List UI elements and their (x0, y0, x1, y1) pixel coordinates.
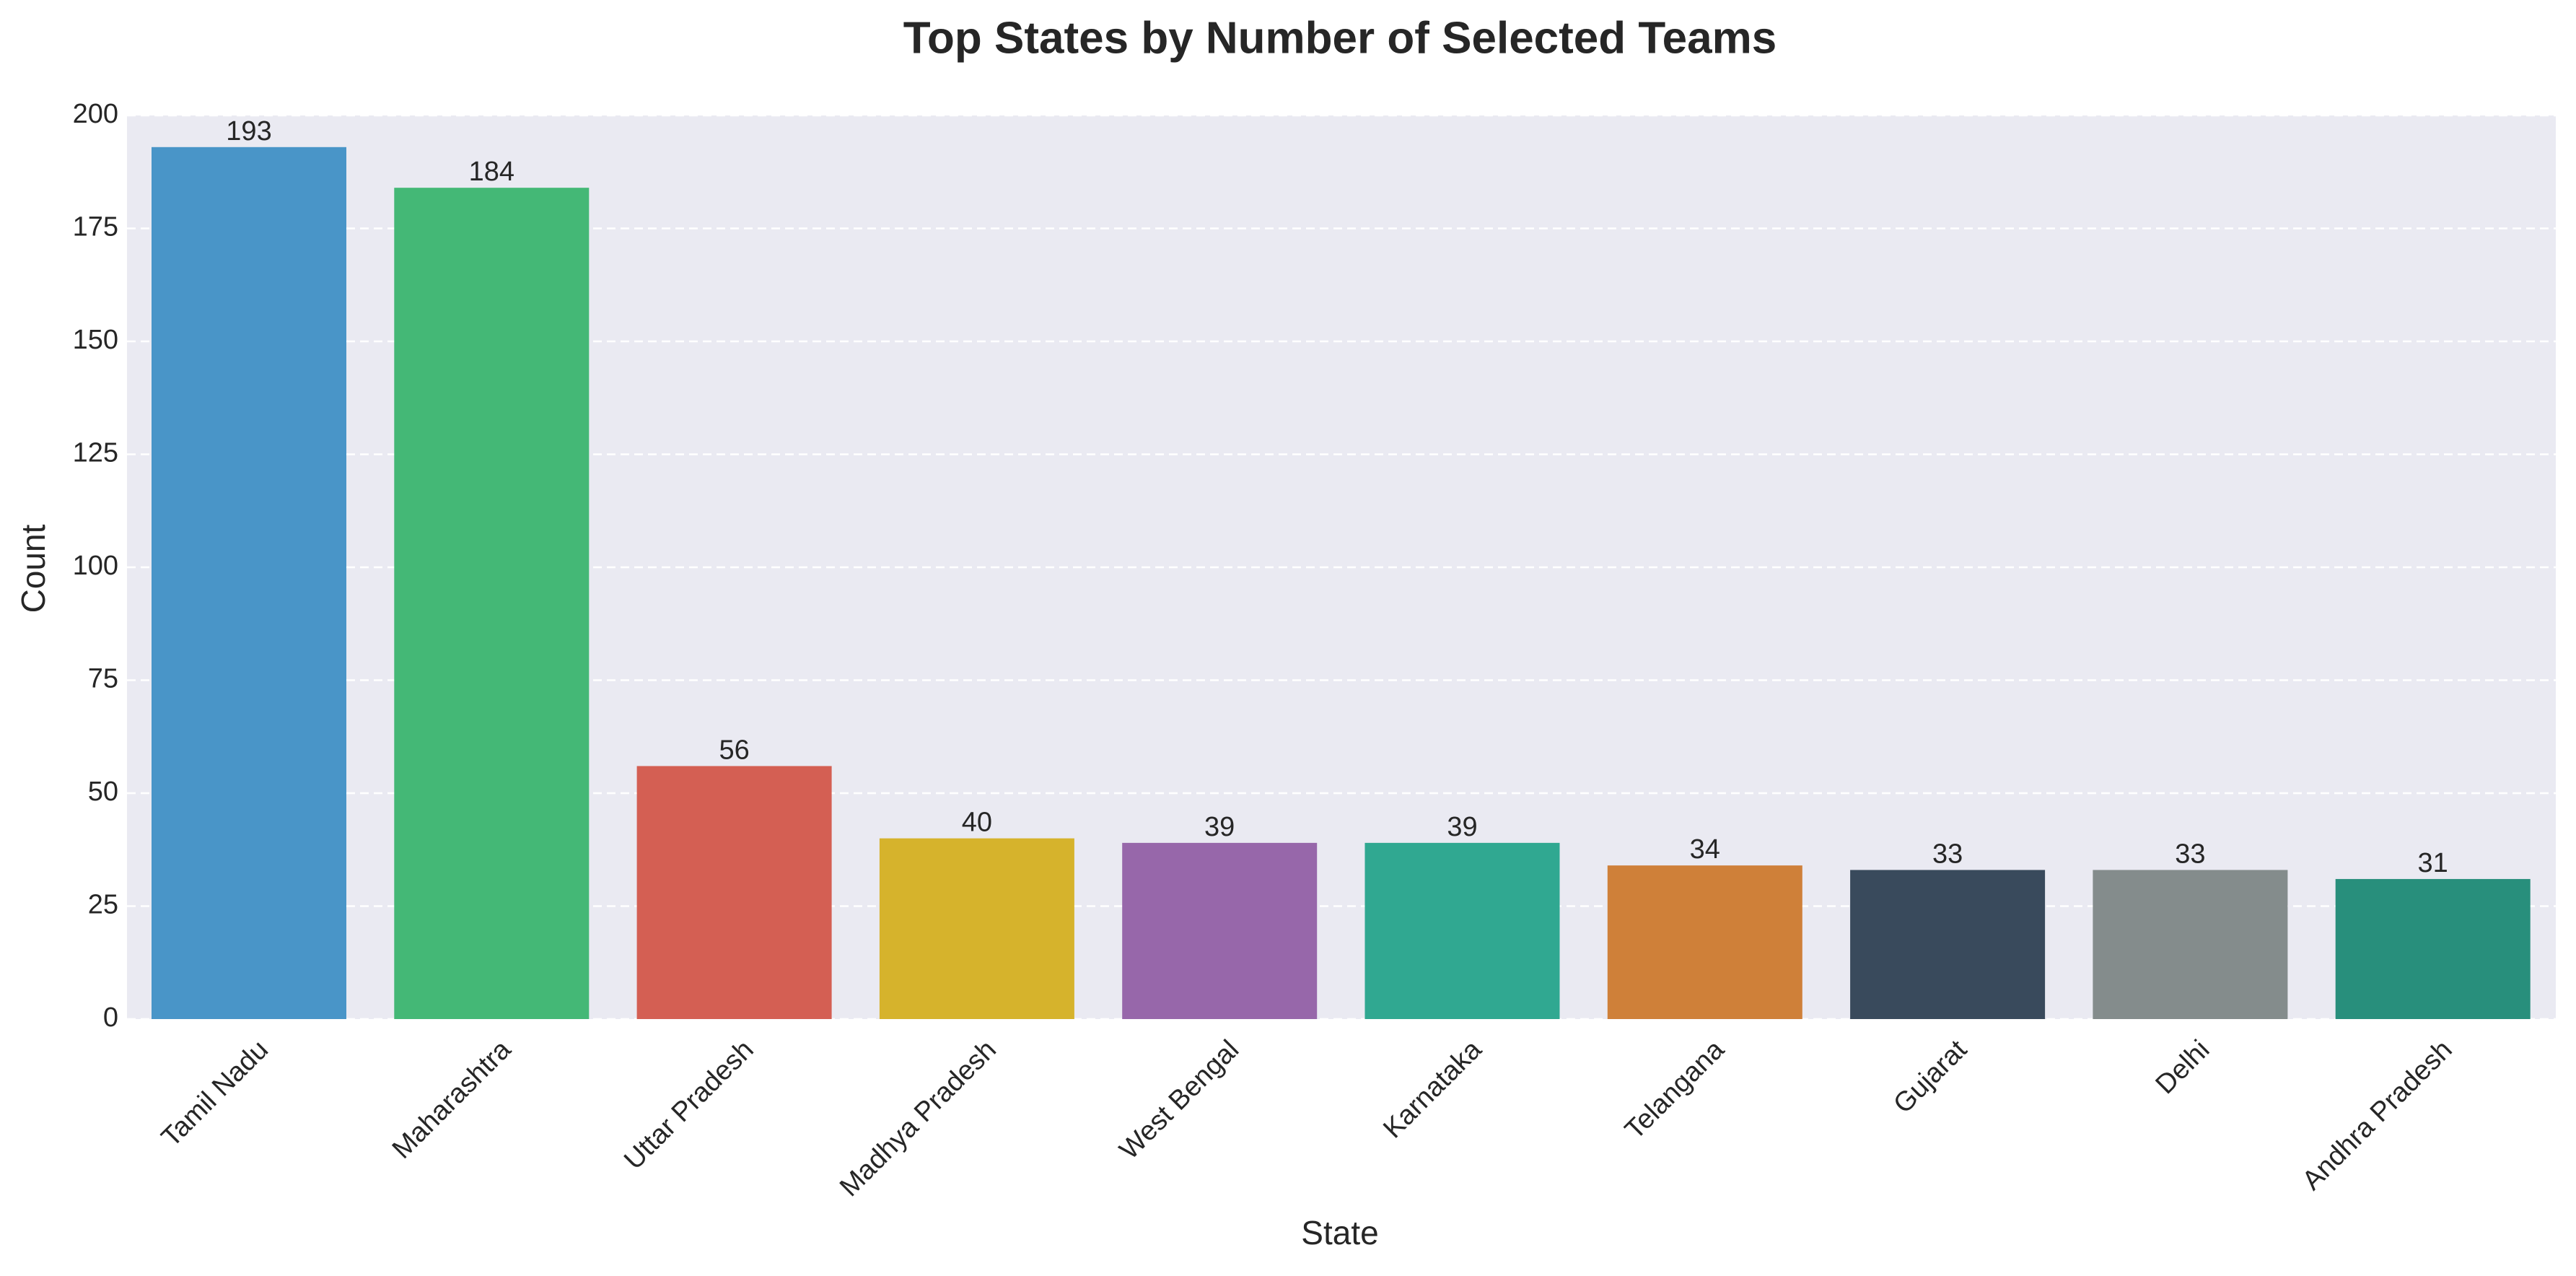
x-tick-label: Karnataka (1377, 1034, 1488, 1145)
bar-maharashtra (394, 188, 590, 1019)
bar-delhi (2093, 870, 2288, 1019)
bar-value-label: 33 (2175, 839, 2205, 869)
x-tick-label: West Bengal (1114, 1034, 1245, 1166)
bar-karnataka (1364, 842, 1560, 1019)
bar-value-label: 40 (962, 808, 992, 838)
y-tick-label: 0 (103, 1002, 118, 1033)
x-tick-label: Delhi (2150, 1034, 2215, 1100)
x-axis-label: State (1301, 1214, 1378, 1251)
bar-value-label: 39 (1447, 812, 1477, 842)
bar-value-label: 39 (1204, 812, 1235, 842)
data-labels: 193 184 56 40 39 39 34 33 33 31 (226, 116, 2448, 878)
x-tick-label: Madhya Pradesh (834, 1034, 1002, 1202)
x-tick-label: Maharashtra (387, 1034, 517, 1165)
y-tick-label: 150 (73, 325, 118, 355)
x-tick-label: Tamil Nadu (156, 1034, 274, 1153)
bar-value-label: 31 (2418, 848, 2448, 878)
bar-value-label: 33 (1932, 839, 1963, 869)
x-axis-ticks: Tamil Nadu Maharashtra Uttar Pradesh Madhya… (156, 1034, 2458, 1202)
y-tick-label: 75 (88, 664, 118, 694)
x-tick-label: Gujarat (1888, 1034, 1973, 1119)
bar-value-label: 184 (469, 157, 514, 187)
bar-value-label: 34 (1690, 834, 1720, 865)
bar-gujarat (1850, 870, 2046, 1019)
y-tick-label: 200 (73, 99, 118, 129)
y-tick-label: 100 (73, 551, 118, 581)
x-tick-label: Andhra Pradesh (2297, 1034, 2458, 1196)
bar-andhra-pradesh (2335, 878, 2531, 1019)
chart-title: Top States by Number of Selected Teams (903, 13, 1777, 63)
bar-telangana (1607, 865, 1802, 1019)
bar-west-bengal (1122, 842, 1318, 1019)
y-tick-label: 50 (88, 777, 118, 807)
x-tick-label: Telangana (1619, 1034, 1730, 1145)
bar-madhya-pradesh (879, 838, 1074, 1019)
y-tick-label: 125 (73, 438, 118, 468)
bar-uttar-pradesh (636, 766, 832, 1019)
y-tick-label: 25 (88, 890, 118, 920)
y-axis-ticks: 0 25 50 75 100 125 150 175 200 (73, 99, 118, 1033)
bar-value-label: 56 (719, 735, 749, 765)
x-tick-label: Uttar Pradesh (618, 1034, 759, 1175)
bar-value-label: 193 (226, 116, 271, 147)
y-tick-label: 175 (73, 212, 118, 242)
y-axis-label: Count (14, 524, 52, 613)
bars (152, 147, 2531, 1019)
bar-tamil-nadu (152, 147, 346, 1019)
